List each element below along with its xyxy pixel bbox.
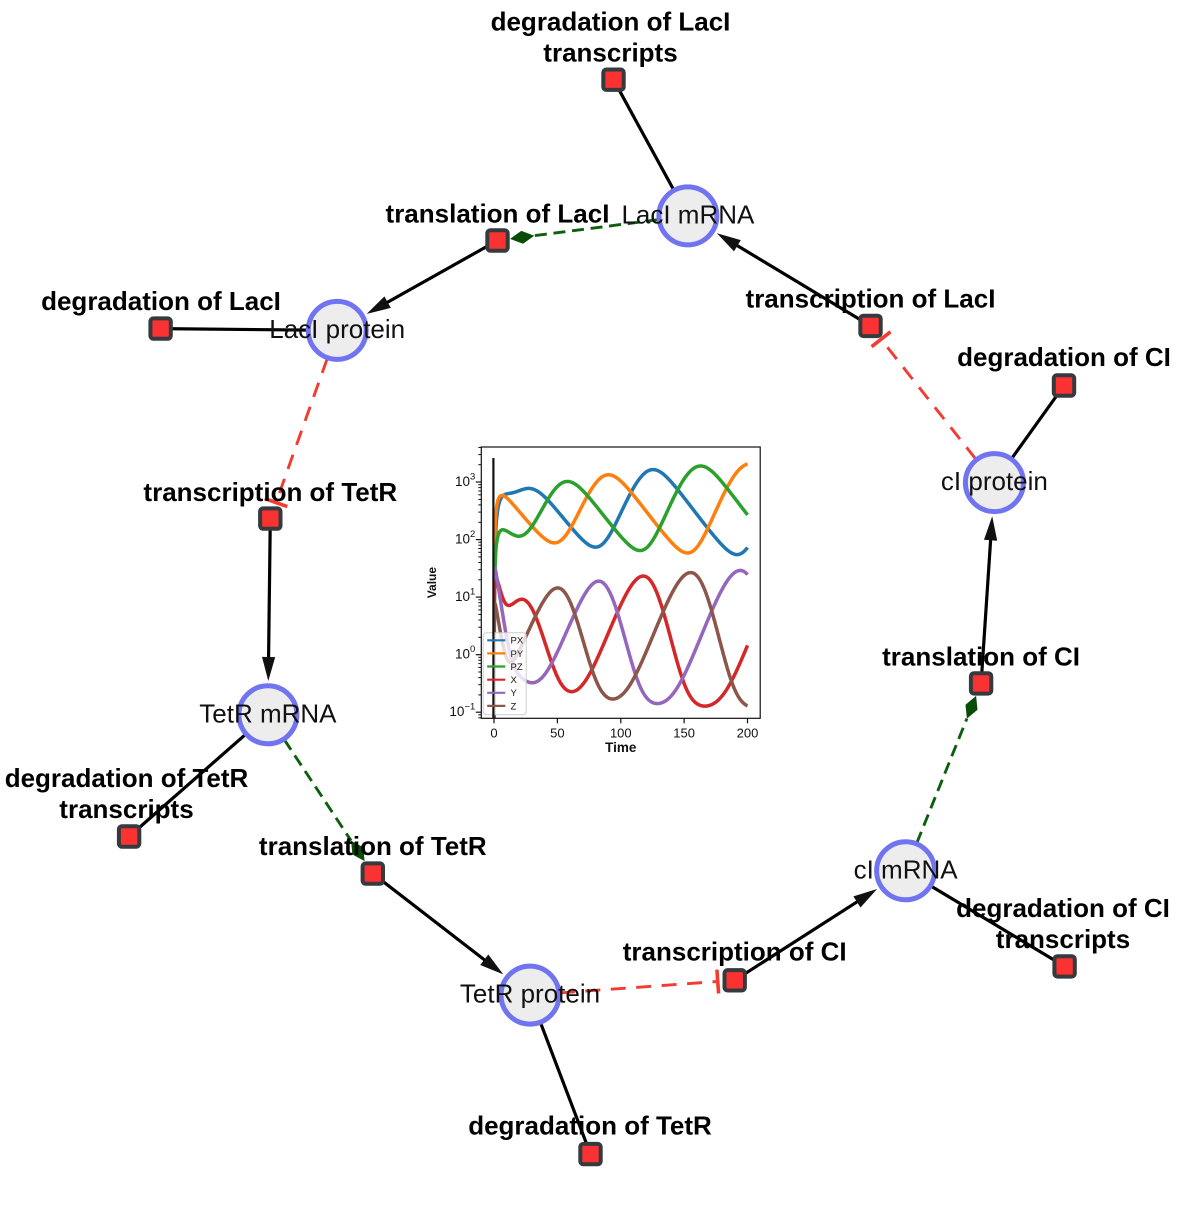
svg-text:degradation of LacI: degradation of LacI (41, 286, 281, 316)
svg-text:cI protein: cI protein (941, 466, 1048, 496)
svg-text:TetR protein: TetR protein (460, 979, 600, 1009)
svg-text:50: 50 (550, 725, 564, 740)
svg-text:Y: Y (511, 688, 518, 699)
svg-text:cI mRNA: cI mRNA (854, 854, 959, 884)
svg-text:transcripts: transcripts (996, 924, 1130, 954)
svg-text:translation of TetR: translation of TetR (259, 831, 487, 861)
svg-text:transcription of CI: transcription of CI (623, 937, 847, 967)
svg-text:Z: Z (511, 701, 517, 712)
svg-text:LacI protein: LacI protein (269, 314, 405, 344)
svg-text:X: X (511, 675, 518, 686)
svg-text:PX: PX (511, 636, 524, 647)
svg-text:degradation of TetR: degradation of TetR (5, 763, 249, 793)
svg-text:Value: Value (425, 567, 439, 599)
svg-text:translation of LacI: translation of LacI (386, 198, 610, 228)
svg-text:200: 200 (737, 725, 759, 740)
svg-text:100: 100 (610, 725, 632, 740)
svg-text:translation of CI: translation of CI (882, 642, 1080, 672)
svg-text:PZ: PZ (511, 662, 523, 673)
svg-text:transcription of TetR: transcription of TetR (143, 477, 397, 507)
svg-text:transcription of LacI: transcription of LacI (746, 283, 996, 313)
svg-text:LacI mRNA: LacI mRNA (621, 200, 755, 230)
svg-text:0: 0 (490, 725, 497, 740)
svg-text:degradation of CI: degradation of CI (957, 342, 1171, 372)
svg-text:degradation of TetR: degradation of TetR (468, 1111, 712, 1141)
svg-text:transcripts: transcripts (543, 38, 677, 68)
svg-text:transcripts: transcripts (59, 794, 193, 824)
svg-text:degradation of CI: degradation of CI (956, 893, 1170, 923)
svg-text:Time: Time (605, 740, 637, 755)
svg-text:PY: PY (511, 649, 524, 660)
svg-text:degradation of LacI: degradation of LacI (491, 7, 731, 37)
svg-text:TetR mRNA: TetR mRNA (199, 698, 337, 728)
svg-text:150: 150 (673, 725, 695, 740)
